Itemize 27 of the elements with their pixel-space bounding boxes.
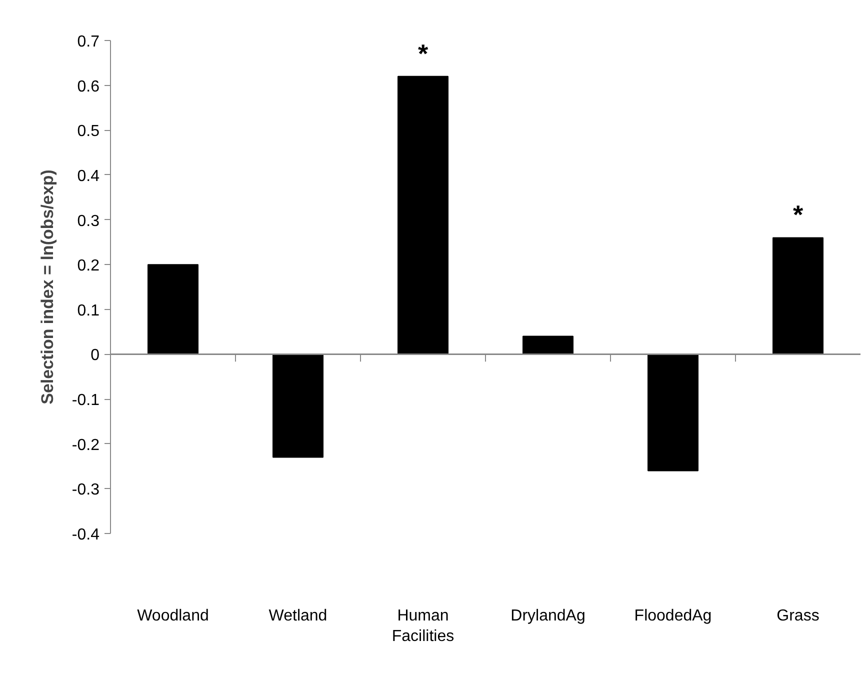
x-tick-label: Grass: [776, 608, 820, 624]
bar: [522, 336, 574, 355]
y-tick-label: -0.1: [72, 392, 100, 410]
x-tick-label: FloodedAg: [634, 608, 712, 624]
y-tick-label: 0: [90, 347, 100, 364]
x-tick-label: Woodland: [137, 608, 209, 624]
y-tick-label: 0.4: [77, 168, 100, 185]
y-tick-label: 0.7: [77, 34, 100, 50]
y-tick-label: 0.2: [77, 258, 100, 275]
y-axis-title: Selection index = ln(obs/exp): [38, 170, 57, 404]
bar: [272, 354, 324, 458]
x-tick-label: Wetland: [268, 608, 328, 624]
x-tick-label: Human Facilities: [392, 608, 454, 645]
y-tick-label: 0.3: [77, 212, 100, 230]
y-tick-label: -0.3: [72, 482, 100, 499]
y-tick-label: -0.4: [72, 526, 100, 544]
bar: [398, 76, 448, 355]
bar: [772, 237, 824, 355]
bar: [148, 264, 198, 355]
annotation: *: [792, 200, 804, 230]
y-tick-label: 0.5: [77, 123, 100, 140]
x-tick-label: DrylandAg: [510, 608, 586, 624]
annotation: *: [418, 38, 429, 68]
bar: [648, 354, 698, 472]
y-tick-label: 0.1: [77, 302, 100, 320]
y-tick-label: 0.6: [77, 78, 100, 96]
y-tick-label: -0.2: [72, 436, 100, 454]
